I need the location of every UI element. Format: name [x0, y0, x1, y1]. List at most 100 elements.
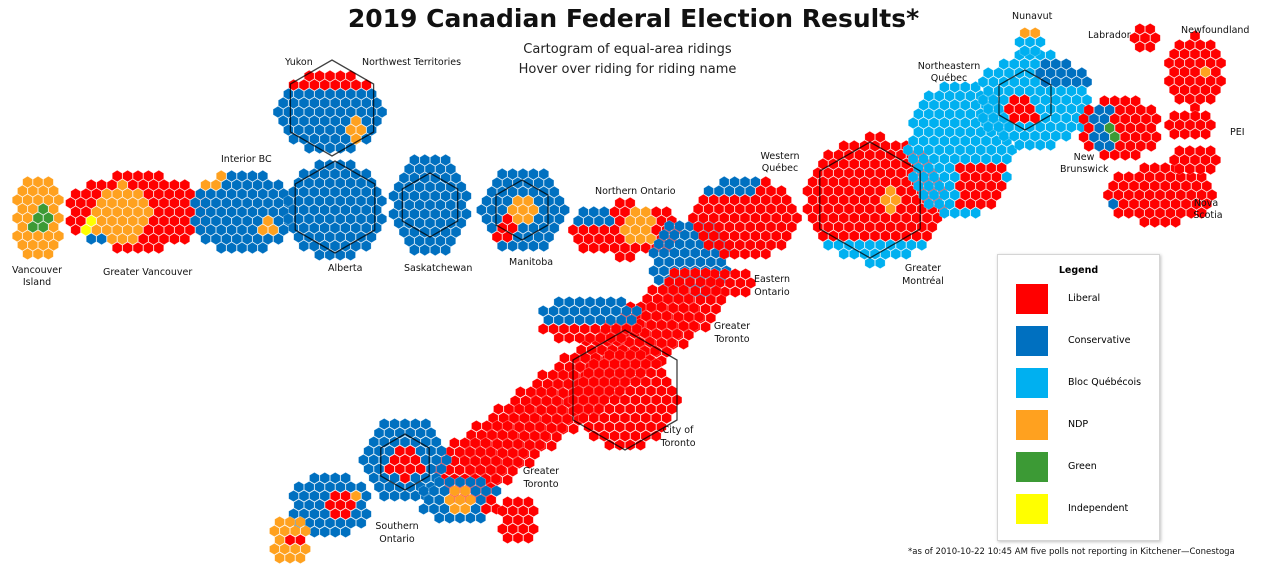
riding-hex[interactable]: [1118, 197, 1129, 211]
riding-hex[interactable]: [678, 302, 689, 314]
riding-hex[interactable]: [399, 418, 411, 430]
riding-hex[interactable]: [445, 162, 457, 176]
riding-hex[interactable]: [112, 223, 123, 237]
riding-hex[interactable]: [153, 187, 164, 201]
riding-hex[interactable]: [817, 157, 829, 171]
riding-hex[interactable]: [833, 238, 844, 252]
riding-hex[interactable]: [880, 247, 891, 260]
riding-hex[interactable]: [524, 439, 535, 451]
riding-hex[interactable]: [822, 202, 834, 216]
riding-hex[interactable]: [843, 148, 855, 162]
riding-hex[interactable]: [418, 503, 429, 515]
riding-hex[interactable]: [75, 214, 86, 228]
riding-hex[interactable]: [528, 505, 539, 517]
riding-hex[interactable]: [314, 517, 325, 529]
riding-hex[interactable]: [1210, 83, 1221, 97]
riding-hex[interactable]: [635, 232, 646, 246]
riding-hex[interactable]: [360, 185, 372, 199]
riding-hex[interactable]: [859, 229, 870, 243]
riding-hex[interactable]: [1135, 121, 1146, 135]
riding-hex[interactable]: [174, 205, 185, 219]
riding-hex[interactable]: [282, 212, 294, 226]
riding-hex[interactable]: [781, 193, 792, 207]
riding-hex[interactable]: [231, 232, 242, 246]
riding-hex[interactable]: [705, 312, 717, 324]
riding-hex[interactable]: [210, 196, 222, 210]
riding-hex[interactable]: [288, 132, 299, 146]
riding-hex[interactable]: [335, 105, 346, 119]
riding-hex[interactable]: [247, 223, 258, 237]
riding-hex[interactable]: [284, 516, 296, 528]
riding-hex[interactable]: [314, 158, 325, 172]
riding-hex[interactable]: [578, 376, 589, 388]
riding-hex[interactable]: [507, 523, 519, 535]
riding-hex[interactable]: [519, 412, 530, 424]
riding-hex[interactable]: [1114, 121, 1126, 135]
riding-hex[interactable]: [949, 206, 961, 220]
riding-hex[interactable]: [454, 476, 466, 488]
riding-hex[interactable]: [355, 105, 367, 119]
riding-hex[interactable]: [454, 512, 466, 524]
riding-hex[interactable]: [345, 123, 357, 137]
riding-hex[interactable]: [755, 184, 766, 198]
riding-hex[interactable]: [630, 223, 641, 237]
riding-hex[interactable]: [12, 211, 23, 225]
riding-hex[interactable]: [340, 78, 351, 92]
riding-hex[interactable]: [812, 166, 824, 180]
riding-hex[interactable]: [944, 125, 955, 139]
riding-hex[interactable]: [303, 69, 315, 83]
riding-hex[interactable]: [368, 472, 380, 484]
riding-hex[interactable]: [496, 167, 508, 181]
riding-hex[interactable]: [1029, 58, 1041, 71]
riding-hex[interactable]: [890, 211, 902, 225]
riding-hex[interactable]: [481, 194, 492, 208]
riding-hex[interactable]: [593, 232, 605, 246]
riding-hex[interactable]: [1154, 170, 1166, 184]
riding-hex[interactable]: [1170, 215, 1181, 229]
riding-hex[interactable]: [593, 385, 605, 397]
riding-hex[interactable]: [928, 188, 940, 202]
riding-hex[interactable]: [403, 234, 415, 248]
riding-hex[interactable]: [1104, 103, 1115, 117]
riding-hex[interactable]: [298, 167, 310, 181]
riding-hex[interactable]: [512, 212, 524, 226]
riding-hex[interactable]: [1139, 197, 1150, 211]
riding-hex[interactable]: [874, 166, 886, 180]
riding-hex[interactable]: [184, 205, 196, 219]
riding-hex[interactable]: [409, 243, 420, 257]
riding-hex[interactable]: [698, 211, 709, 225]
riding-hex[interactable]: [465, 494, 476, 506]
riding-hex[interactable]: [640, 241, 652, 255]
riding-hex[interactable]: [277, 114, 289, 128]
riding-hex[interactable]: [404, 445, 416, 457]
riding-hex[interactable]: [1139, 32, 1151, 44]
riding-hex[interactable]: [916, 220, 928, 234]
riding-hex[interactable]: [1019, 93, 1030, 107]
riding-hex[interactable]: [355, 499, 367, 511]
riding-hex[interactable]: [376, 105, 388, 119]
riding-hex[interactable]: [314, 248, 325, 261]
riding-hex[interactable]: [926, 220, 938, 234]
riding-hex[interactable]: [661, 310, 673, 322]
riding-hex[interactable]: [674, 219, 685, 233]
riding-hex[interactable]: [609, 394, 620, 406]
riding-hex[interactable]: [574, 314, 585, 326]
riding-hex[interactable]: [91, 223, 102, 237]
riding-hex[interactable]: [153, 205, 164, 219]
riding-hex[interactable]: [174, 187, 185, 201]
riding-hex[interactable]: [996, 143, 1007, 157]
riding-hex[interactable]: [378, 454, 390, 466]
riding-hex[interactable]: [812, 202, 824, 216]
riding-hex[interactable]: [491, 438, 503, 450]
riding-hex[interactable]: [1019, 75, 1030, 89]
riding-hex[interactable]: [635, 349, 646, 361]
riding-hex[interactable]: [588, 205, 600, 219]
riding-hex[interactable]: [273, 232, 284, 246]
riding-hex[interactable]: [543, 176, 555, 190]
riding-hex[interactable]: [221, 178, 232, 192]
riding-hex[interactable]: [619, 205, 631, 219]
riding-hex[interactable]: [1108, 197, 1119, 211]
riding-hex[interactable]: [838, 229, 850, 243]
riding-hex[interactable]: [450, 189, 462, 203]
riding-hex[interactable]: [221, 232, 232, 246]
